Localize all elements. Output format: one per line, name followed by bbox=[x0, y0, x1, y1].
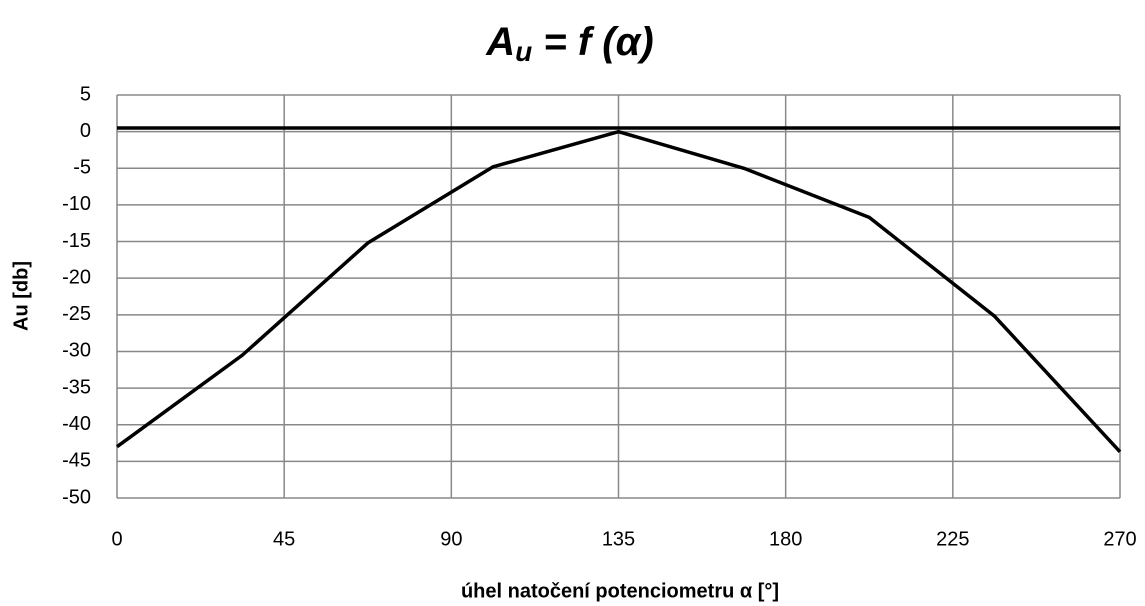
y-tick-label: -10 bbox=[62, 193, 91, 215]
x-tick-label: 0 bbox=[111, 528, 122, 550]
line-series bbox=[115, 129, 1122, 454]
y-tick-label: -15 bbox=[62, 230, 91, 252]
x-axis-title: úhel natočení potenciometru α [°] bbox=[461, 580, 779, 602]
title-main: A bbox=[485, 20, 515, 64]
y-tick-label: -25 bbox=[62, 303, 91, 325]
y-tick-label: -45 bbox=[62, 450, 91, 472]
y-tick-label: -5 bbox=[73, 157, 91, 179]
y-tick-label: -35 bbox=[62, 376, 91, 398]
y-tick-label: -20 bbox=[62, 266, 91, 288]
x-tick-label: 45 bbox=[273, 528, 295, 550]
y-axis-title: Au [db] bbox=[10, 261, 32, 331]
title-sub: u bbox=[515, 36, 532, 67]
x-tick-label: 180 bbox=[769, 528, 802, 550]
title-rest: = f (α) bbox=[532, 20, 653, 64]
y-tick-label: 5 bbox=[80, 83, 91, 105]
y-tick-label: -50 bbox=[62, 486, 91, 508]
x-tick-label: 225 bbox=[936, 528, 969, 550]
x-tick-label: 270 bbox=[1103, 528, 1136, 550]
y-tick-label: 0 bbox=[80, 120, 91, 142]
y-tick-label: -30 bbox=[62, 340, 91, 362]
y-tick-label: -40 bbox=[62, 413, 91, 435]
x-tick-label: 135 bbox=[602, 528, 635, 550]
x-tick-label: 90 bbox=[440, 528, 462, 550]
chart-title: Au = f (α) bbox=[485, 20, 653, 68]
